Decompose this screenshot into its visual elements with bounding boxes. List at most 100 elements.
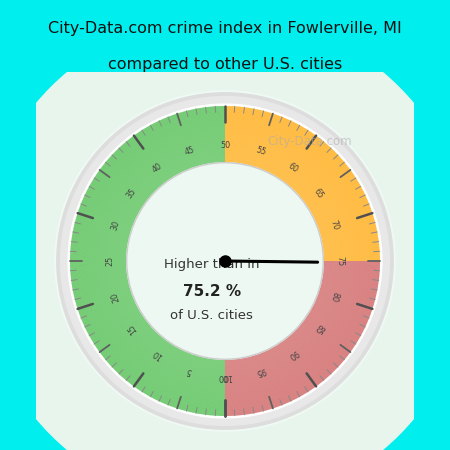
Wedge shape bbox=[288, 336, 325, 379]
Wedge shape bbox=[270, 348, 296, 399]
Wedge shape bbox=[161, 351, 184, 402]
Wedge shape bbox=[152, 124, 179, 175]
Wedge shape bbox=[294, 331, 334, 372]
Wedge shape bbox=[178, 355, 195, 409]
Wedge shape bbox=[323, 266, 380, 268]
Wedge shape bbox=[98, 318, 145, 351]
Wedge shape bbox=[288, 336, 326, 379]
Wedge shape bbox=[302, 164, 346, 199]
Wedge shape bbox=[190, 357, 203, 412]
Wedge shape bbox=[144, 129, 174, 177]
Wedge shape bbox=[323, 253, 380, 256]
Wedge shape bbox=[322, 277, 378, 287]
Wedge shape bbox=[212, 359, 217, 415]
Wedge shape bbox=[310, 183, 360, 212]
Wedge shape bbox=[308, 313, 357, 343]
Wedge shape bbox=[170, 353, 190, 406]
Wedge shape bbox=[93, 313, 142, 343]
Wedge shape bbox=[314, 302, 366, 326]
Wedge shape bbox=[216, 359, 220, 416]
Wedge shape bbox=[323, 241, 379, 249]
Wedge shape bbox=[136, 134, 169, 180]
Wedge shape bbox=[316, 203, 369, 225]
Wedge shape bbox=[79, 293, 132, 312]
Wedge shape bbox=[307, 315, 355, 346]
Wedge shape bbox=[223, 359, 224, 416]
Wedge shape bbox=[184, 356, 199, 410]
Wedge shape bbox=[323, 256, 380, 259]
Wedge shape bbox=[323, 248, 379, 253]
Wedge shape bbox=[255, 355, 272, 409]
Wedge shape bbox=[97, 174, 144, 206]
Wedge shape bbox=[115, 151, 156, 192]
Wedge shape bbox=[315, 197, 366, 221]
Wedge shape bbox=[315, 200, 368, 223]
Wedge shape bbox=[160, 120, 184, 172]
Wedge shape bbox=[134, 341, 168, 387]
Wedge shape bbox=[323, 242, 379, 249]
Wedge shape bbox=[206, 359, 213, 415]
Wedge shape bbox=[283, 136, 317, 182]
Text: City-Data.com crime index in Fowlerville, MI: City-Data.com crime index in Fowlerville… bbox=[48, 21, 402, 36]
Wedge shape bbox=[86, 193, 137, 218]
Wedge shape bbox=[294, 150, 334, 191]
Wedge shape bbox=[321, 282, 377, 294]
Wedge shape bbox=[251, 112, 266, 166]
Wedge shape bbox=[204, 108, 212, 164]
Wedge shape bbox=[212, 359, 216, 415]
Wedge shape bbox=[316, 299, 368, 321]
Wedge shape bbox=[316, 297, 369, 318]
Wedge shape bbox=[81, 202, 134, 224]
Wedge shape bbox=[273, 126, 301, 175]
Wedge shape bbox=[76, 220, 130, 235]
Wedge shape bbox=[318, 294, 371, 313]
Wedge shape bbox=[129, 338, 164, 382]
Wedge shape bbox=[71, 245, 127, 251]
Wedge shape bbox=[323, 259, 380, 260]
Wedge shape bbox=[179, 355, 196, 409]
Wedge shape bbox=[266, 120, 289, 171]
Wedge shape bbox=[140, 343, 171, 391]
Wedge shape bbox=[323, 261, 380, 262]
Wedge shape bbox=[321, 228, 377, 240]
Wedge shape bbox=[304, 170, 351, 203]
Wedge shape bbox=[285, 139, 321, 184]
Wedge shape bbox=[135, 341, 168, 387]
Wedge shape bbox=[298, 157, 340, 195]
Wedge shape bbox=[97, 173, 144, 206]
Wedge shape bbox=[280, 342, 313, 389]
Wedge shape bbox=[216, 106, 220, 163]
Wedge shape bbox=[321, 226, 376, 239]
Wedge shape bbox=[296, 154, 338, 194]
Wedge shape bbox=[74, 225, 130, 238]
Wedge shape bbox=[85, 302, 136, 327]
Wedge shape bbox=[107, 325, 150, 362]
Wedge shape bbox=[158, 350, 183, 401]
Wedge shape bbox=[234, 359, 239, 415]
Circle shape bbox=[0, 15, 450, 450]
Wedge shape bbox=[138, 132, 170, 180]
Wedge shape bbox=[323, 271, 379, 277]
Wedge shape bbox=[70, 266, 127, 269]
Wedge shape bbox=[234, 359, 239, 415]
Wedge shape bbox=[77, 215, 131, 232]
Wedge shape bbox=[323, 266, 380, 269]
Wedge shape bbox=[154, 123, 180, 174]
Wedge shape bbox=[288, 143, 326, 186]
Wedge shape bbox=[152, 347, 179, 398]
Wedge shape bbox=[200, 358, 209, 414]
Wedge shape bbox=[288, 336, 324, 380]
Wedge shape bbox=[202, 358, 211, 414]
Wedge shape bbox=[121, 334, 159, 376]
Wedge shape bbox=[303, 167, 349, 202]
Wedge shape bbox=[266, 351, 289, 402]
Wedge shape bbox=[80, 205, 133, 226]
Wedge shape bbox=[323, 249, 380, 254]
Wedge shape bbox=[317, 207, 370, 227]
Wedge shape bbox=[87, 190, 138, 216]
Wedge shape bbox=[227, 106, 230, 163]
Wedge shape bbox=[308, 314, 356, 345]
Text: 50: 50 bbox=[220, 141, 230, 150]
Wedge shape bbox=[323, 270, 379, 274]
Wedge shape bbox=[306, 173, 353, 205]
